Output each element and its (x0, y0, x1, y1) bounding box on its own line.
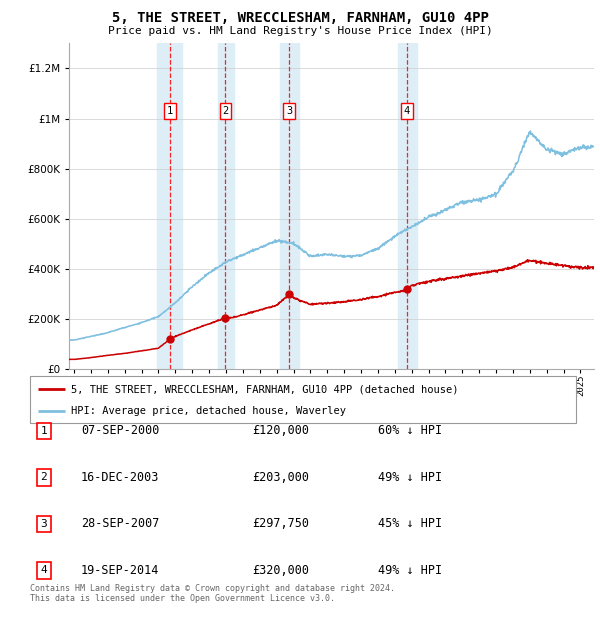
FancyBboxPatch shape (30, 376, 576, 423)
Bar (157, 43, 182, 369)
Text: 49% ↓ HPI: 49% ↓ HPI (378, 471, 442, 484)
Text: 3: 3 (286, 106, 292, 116)
Text: 1: 1 (167, 106, 173, 116)
Text: 3: 3 (40, 519, 47, 529)
Text: 4: 4 (404, 106, 410, 116)
Text: Price paid vs. HM Land Registry's House Price Index (HPI): Price paid vs. HM Land Registry's House … (107, 26, 493, 36)
Text: £120,000: £120,000 (252, 425, 309, 437)
Text: 2: 2 (222, 106, 229, 116)
Bar (218, 43, 235, 369)
Bar (398, 43, 417, 369)
Text: 28-SEP-2007: 28-SEP-2007 (81, 518, 160, 530)
Text: 5, THE STREET, WRECCLESHAM, FARNHAM, GU10 4PP: 5, THE STREET, WRECCLESHAM, FARNHAM, GU1… (112, 11, 488, 25)
Text: £203,000: £203,000 (252, 471, 309, 484)
Text: £320,000: £320,000 (252, 564, 309, 577)
Text: Contains HM Land Registry data © Crown copyright and database right 2024.
This d: Contains HM Land Registry data © Crown c… (30, 584, 395, 603)
Text: 49% ↓ HPI: 49% ↓ HPI (378, 564, 442, 577)
Text: 5, THE STREET, WRECCLESHAM, FARNHAM, GU10 4PP (detached house): 5, THE STREET, WRECCLESHAM, FARNHAM, GU1… (71, 384, 458, 394)
Text: 45% ↓ HPI: 45% ↓ HPI (378, 518, 442, 530)
Text: 4: 4 (40, 565, 47, 575)
Text: £297,750: £297,750 (252, 518, 309, 530)
Text: 2: 2 (40, 472, 47, 482)
Text: HPI: Average price, detached house, Waverley: HPI: Average price, detached house, Wave… (71, 406, 346, 416)
Text: 19-SEP-2014: 19-SEP-2014 (81, 564, 160, 577)
Text: 07-SEP-2000: 07-SEP-2000 (81, 425, 160, 437)
Text: 16-DEC-2003: 16-DEC-2003 (81, 471, 160, 484)
Bar (280, 43, 299, 369)
Text: 1: 1 (40, 426, 47, 436)
Text: 60% ↓ HPI: 60% ↓ HPI (378, 425, 442, 437)
